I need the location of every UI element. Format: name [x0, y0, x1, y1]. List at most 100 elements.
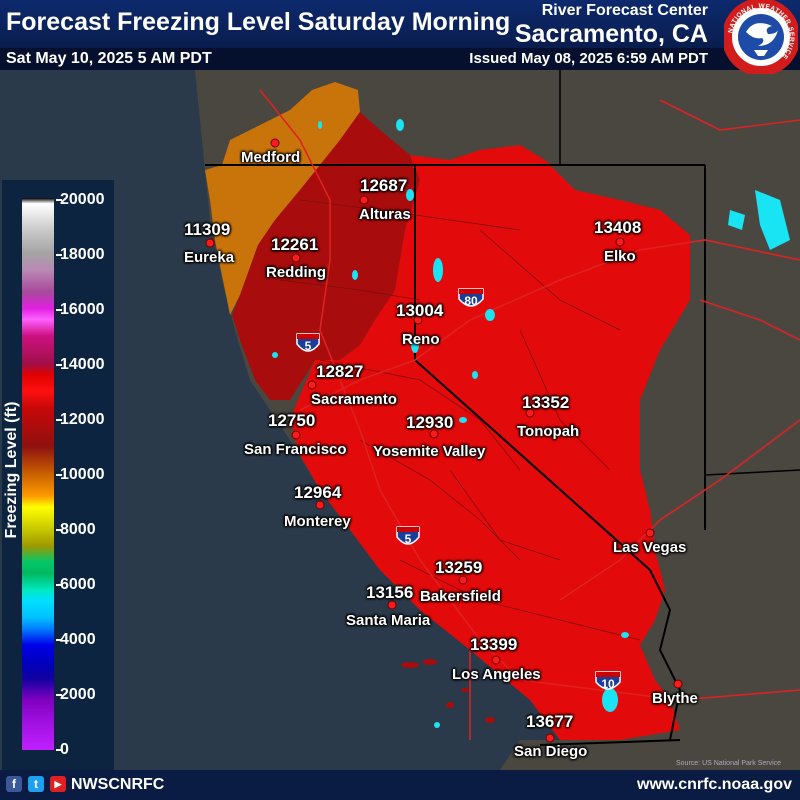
redding-freezing-level: 12261 — [271, 235, 319, 254]
monterey-freezing-level: 12964 — [294, 483, 342, 502]
legend-title: Freezing Level (ft) — [3, 401, 20, 539]
santa-maria-dot — [387, 600, 397, 610]
san-diego-label: San Diego — [514, 743, 588, 760]
legend-label-12000: 12000 — [60, 411, 105, 428]
elko-freezing-level: 13408 — [594, 218, 642, 237]
interstate-5-south-shield-icon — [396, 526, 420, 545]
forecast-map — [0, 70, 800, 770]
legend-label-6000: 6000 — [60, 576, 96, 593]
legend-label-10000: 10000 — [60, 466, 105, 483]
twitter-glyph: t — [34, 777, 38, 791]
legend-label-8000: 8000 — [60, 521, 96, 538]
legend-label-14000: 14000 — [60, 356, 105, 373]
eureka-freezing-level: 11309 — [184, 220, 231, 239]
legend-tick — [56, 639, 62, 641]
legend-tick — [56, 254, 62, 256]
interstate-80-shield-icon — [458, 288, 484, 307]
sacramento-freezing-level: 12827 — [316, 362, 364, 381]
legend-tick — [56, 419, 62, 421]
youtube-icon[interactable] — [50, 776, 66, 792]
yosemite-valley-label: Yosemite Valley — [373, 443, 486, 460]
twitter-icon[interactable] — [28, 776, 44, 792]
reno-dot — [413, 315, 423, 325]
reno-freezing-level: 13004 — [396, 301, 444, 320]
interstate-80-number: 80 — [464, 294, 478, 308]
san-francisco-freezing-level: 12750 — [268, 411, 316, 430]
santa-maria-freezing-level: 13156 — [366, 583, 414, 602]
los-angeles-dot — [491, 655, 501, 665]
las-vegas-dot — [645, 528, 655, 538]
interstate-10-shield-icon — [595, 671, 621, 690]
medford-dot — [270, 138, 280, 148]
legend-tick — [56, 749, 62, 751]
legend-label-18000: 18000 — [60, 246, 105, 263]
legend-label-20000: 20000 — [60, 191, 105, 208]
yosemite-valley-dot — [429, 429, 439, 439]
valid-time-bar — [0, 48, 800, 70]
bakersfield-label: Bakersfield — [420, 588, 501, 605]
legend-label-16000: 16000 — [60, 301, 105, 318]
los-angeles-label: Los Angeles — [452, 666, 541, 683]
website-link[interactable]: www.cnrfc.noaa.gov — [637, 776, 792, 793]
eureka-label: Eureka — [184, 249, 235, 266]
elko-dot — [615, 237, 625, 247]
social-handle[interactable]: NWSCNRFC — [71, 776, 165, 793]
bakersfield-freezing-level: 13259 — [435, 558, 483, 577]
blythe-dot — [673, 679, 683, 689]
eureka-dot — [205, 238, 215, 248]
redding-label: Redding — [266, 264, 326, 281]
legend-label-0: 0 — [60, 741, 69, 758]
legend-label-4000: 4000 — [60, 631, 96, 648]
monterey-dot — [315, 500, 325, 510]
legend-tick — [56, 309, 62, 311]
footer-bar — [0, 770, 800, 800]
legend-tick — [56, 694, 62, 696]
santa-maria-label: Santa Maria — [346, 612, 431, 629]
medford-label: Medford — [241, 149, 301, 166]
sacramento-label: Sacramento — [311, 391, 397, 408]
interstate-5-north-shield-icon — [296, 333, 320, 352]
facebook-icon[interactable] — [6, 776, 22, 792]
yosemite-valley-freezing-level: 12930 — [406, 413, 454, 432]
facebook-glyph: f — [12, 777, 16, 791]
map-source-credit: Source: US National Park Service — [676, 760, 782, 767]
header-bar — [0, 0, 800, 48]
legend-label-2000: 2000 — [60, 686, 96, 703]
las-vegas-label: Las Vegas — [613, 539, 687, 556]
elko-label: Elko — [604, 248, 636, 265]
interstate-5-north-number: 5 — [304, 339, 312, 353]
alturas-label: Alturas — [359, 206, 411, 223]
los-angeles-freezing-level: 13399 — [470, 635, 518, 654]
interstate-10-number: 10 — [601, 677, 615, 691]
page-title: Forecast Freezing Level Saturday Morning — [6, 8, 511, 36]
legend-tick — [56, 529, 62, 531]
san-francisco-label: San Francisco — [244, 441, 347, 458]
legend-tick — [56, 584, 62, 586]
san-diego-freezing-level: 13677 — [526, 712, 574, 731]
agency-name: River Forecast Center — [541, 2, 708, 19]
legend-tick — [56, 474, 62, 476]
reno-label: Reno — [402, 331, 440, 348]
monterey-label: Monterey — [284, 513, 351, 530]
nws-logo-icon: NATIONAL WEATHER SERVICE — [724, 0, 798, 74]
blythe-label: Blythe — [652, 690, 698, 707]
youtube-play-glyph: ▶ — [54, 779, 62, 789]
alturas-freezing-level: 12687 — [360, 176, 408, 195]
interstate-5-south-number: 5 — [404, 532, 412, 546]
legend-tick — [56, 199, 62, 201]
redding-dot — [291, 253, 301, 263]
freezing-level-color-scale — [22, 198, 54, 750]
sacramento-dot — [307, 380, 317, 390]
legend-tick — [56, 364, 62, 366]
tonopah-label: Tonopah — [517, 423, 580, 440]
san-francisco-dot — [291, 430, 301, 440]
valid-time: Sat May 10, 2025 5 AM PDT — [6, 50, 212, 67]
tonopah-dot — [525, 408, 535, 418]
issued-time: Issued May 08, 2025 6:59 AM PDT — [469, 50, 708, 67]
tonopah-freezing-level: 13352 — [522, 393, 570, 412]
bakersfield-dot — [458, 575, 468, 585]
san-diego-dot — [545, 733, 555, 743]
office-location: Sacramento, CA — [514, 20, 708, 48]
alturas-dot — [359, 195, 369, 205]
